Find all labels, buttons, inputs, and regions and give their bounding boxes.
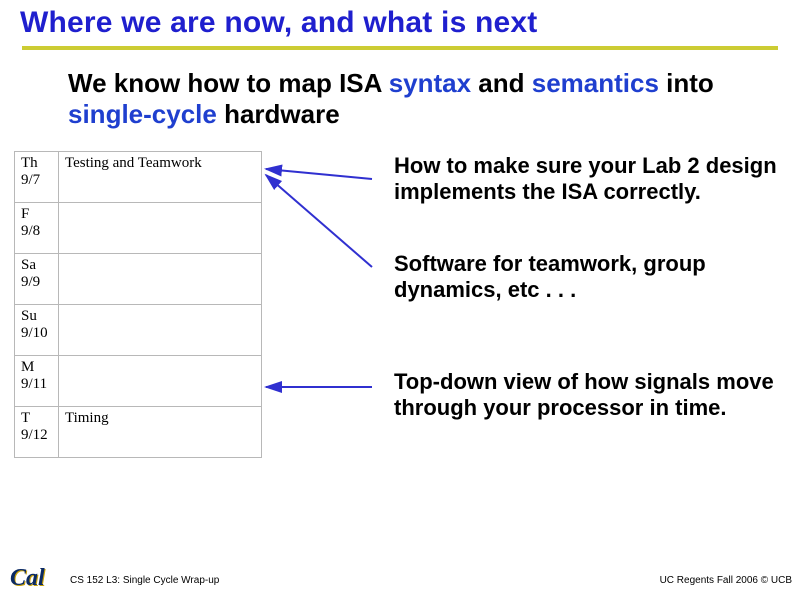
- schedule-table: Th9/7 Testing and Teamwork F9/8 Sa9/9 Su…: [14, 151, 262, 458]
- topic-cell: Testing and Teamwork: [58, 152, 261, 203]
- date: 9/7: [21, 172, 40, 188]
- note-text: Software for teamwork, group dynamics, e…: [394, 251, 780, 303]
- note-text: Top-down view of how signals move throug…: [394, 369, 780, 421]
- topic-cell: [58, 254, 261, 305]
- arrow-icon: [266, 175, 372, 267]
- table-row: Sa9/9: [15, 254, 262, 305]
- arrow-icon: [266, 169, 372, 179]
- table-row: Th9/7 Testing and Teamwork: [15, 152, 262, 203]
- topic-cell: Timing: [58, 407, 261, 458]
- footer-right: UC Regents Fall 2006 © UCB: [660, 575, 792, 586]
- arrows-svg: [260, 147, 380, 447]
- subheading: We know how to map ISA syntax and semant…: [68, 68, 740, 129]
- day: T: [21, 410, 30, 426]
- note-text: How to make sure your Lab 2 design imple…: [394, 153, 780, 205]
- topic-cell: [58, 305, 261, 356]
- subheading-highlight: syntax: [389, 68, 471, 98]
- date: 9/10: [21, 325, 48, 341]
- subheading-text: We know how to map ISA: [68, 68, 389, 98]
- table-row: Su9/10: [15, 305, 262, 356]
- date: 9/11: [21, 376, 47, 392]
- subheading-text: hardware: [217, 99, 340, 129]
- subheading-highlight: semantics: [532, 68, 659, 98]
- day: F: [21, 206, 29, 222]
- cal-logo: Cal: [10, 565, 45, 592]
- date: 9/9: [21, 274, 40, 290]
- topic-cell: [58, 356, 261, 407]
- day: Th: [21, 155, 38, 171]
- date: 9/12: [21, 427, 48, 443]
- table-row: M9/11: [15, 356, 262, 407]
- table-row: T9/12 Timing: [15, 407, 262, 458]
- footer-left: CS 152 L3: Single Cycle Wrap-up: [70, 575, 219, 586]
- day: M: [21, 359, 34, 375]
- title-underline: [22, 46, 778, 50]
- subheading-text: and: [471, 68, 532, 98]
- subheading-highlight: single-cycle: [68, 99, 217, 129]
- topic-cell: [58, 203, 261, 254]
- day: Sa: [21, 257, 36, 273]
- page-title: Where we are now, and what is next: [20, 6, 780, 40]
- subheading-text: into: [659, 68, 714, 98]
- table-row: F9/8: [15, 203, 262, 254]
- date: 9/8: [21, 223, 40, 239]
- day: Su: [21, 308, 37, 324]
